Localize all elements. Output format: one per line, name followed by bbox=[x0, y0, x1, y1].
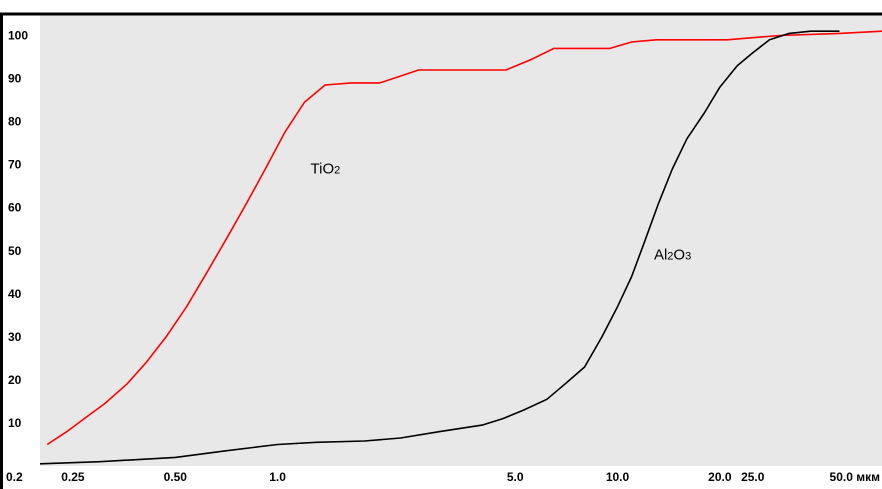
series-line-tio2 bbox=[46, 30, 882, 446]
y-tick-label: 80 bbox=[8, 115, 22, 129]
series-label-al2o3: Al2O3 bbox=[654, 246, 691, 263]
y-tick-label: 50 bbox=[8, 244, 22, 258]
x-tick-label: 20.0 bbox=[708, 470, 732, 484]
y-tick-label: 10 bbox=[8, 416, 22, 430]
series-line-al2o3 bbox=[39, 30, 840, 465]
x-tick-label: 0.25 bbox=[61, 470, 85, 484]
x-tick-label: 0.2 bbox=[6, 470, 23, 484]
y-tick-label: 30 bbox=[8, 330, 22, 344]
y-axis-tick-labels: 10 20 30 40 50 60 70 80 90 100 bbox=[8, 29, 28, 430]
y-tick-label: 100 bbox=[8, 29, 28, 43]
series-labels: TiO2 Al2O3 bbox=[311, 160, 692, 263]
x-tick-label: 5.0 bbox=[507, 470, 524, 484]
y-tick-label: 40 bbox=[8, 287, 22, 301]
x-tick-label: 1.0 bbox=[269, 470, 286, 484]
series-lines bbox=[39, 30, 882, 465]
x-axis-tick-labels: 0.2 0.25 0.50 1.0 5.0 10.0 20.0 25.0 50.0 мкм bbox=[6, 470, 880, 484]
y-tick-label: 20 bbox=[8, 373, 22, 387]
y-tick-label: 90 bbox=[8, 72, 22, 86]
x-tick-label: 0.50 bbox=[164, 470, 188, 484]
x-tick-label: 25.0 bbox=[741, 470, 765, 484]
y-tick-label: 60 bbox=[8, 201, 22, 215]
x-tick-label: 10.0 bbox=[606, 470, 630, 484]
plot-area bbox=[40, 14, 882, 466]
y-tick-label: 70 bbox=[8, 158, 22, 172]
x-tick-label: 50.0 мкм bbox=[830, 470, 881, 484]
series-label-tio2: TiO2 bbox=[311, 160, 341, 177]
